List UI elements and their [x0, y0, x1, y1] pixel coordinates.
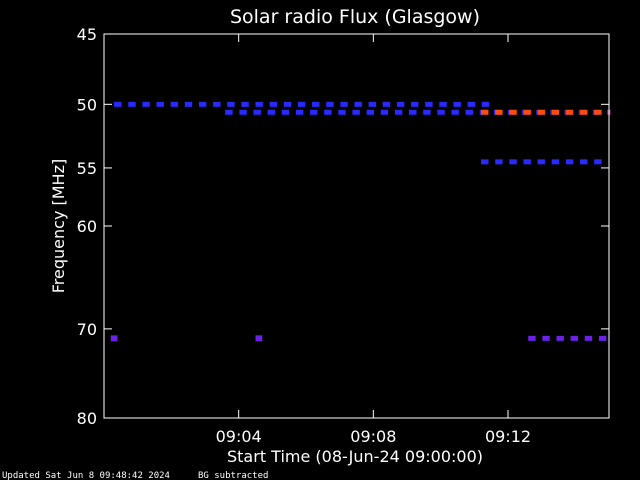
feature-segment-0-9: [241, 101, 249, 107]
feature-segment-0-24: [453, 101, 461, 107]
feature-segment-1-1: [239, 109, 247, 115]
feature-segment-6-1: [542, 335, 550, 341]
feature-segment-1-9: [352, 109, 360, 115]
feature-segment-2-6: [565, 109, 574, 115]
feature-segment-3-1: [495, 159, 503, 165]
chart-title: Solar radio Flux (Glasgow): [230, 6, 480, 28]
spectrogram-features: [110, 101, 611, 342]
y-tick-label-2: 55: [77, 159, 97, 178]
feature-segment-2-2: [509, 109, 517, 115]
feature-segment-1-14: [423, 109, 431, 115]
y-tick-label-1: 50: [77, 95, 97, 114]
feature-band-4: [110, 335, 118, 342]
x-axis-label: Start Time (08-Jun-24 09:00:00): [227, 447, 483, 466]
feature-segment-0-18: [368, 101, 377, 107]
feature-segment-0-19: [382, 101, 391, 107]
feature-segment-0-6: [198, 101, 207, 107]
feature-segment-0-1: [128, 101, 136, 107]
feature-segment-0-22: [425, 101, 433, 107]
feature-segment-0-23: [439, 101, 447, 107]
feature-segment-2-8: [594, 109, 602, 115]
feature-segment-5-0: [255, 335, 263, 342]
bg-subtracted-note: BG subtracted: [198, 471, 268, 480]
feature-band-3: [481, 159, 602, 165]
feature-segment-0-17: [354, 101, 362, 107]
feature-segment-0-20: [396, 101, 405, 107]
updated-timestamp: Updated Sat Jun 8 09:48:42 2024: [2, 471, 170, 480]
feature-segment-0-21: [411, 101, 419, 107]
feature-segment-2-4: [537, 109, 546, 115]
feature-segment-0-0: [114, 101, 122, 107]
feature-segment-0-12: [283, 101, 292, 107]
x-tick-label-2: 09:12: [485, 427, 531, 446]
feature-segment-0-2: [142, 101, 150, 107]
x-axis: 09:04 09:08 09:12: [216, 34, 531, 446]
x-tick-label-0: 09:04: [216, 427, 262, 446]
feature-band-0: [114, 101, 490, 107]
x-tick-label-1: 09:08: [350, 427, 396, 446]
feature-segment-4-0: [110, 335, 118, 342]
feature-segment-1-15: [437, 109, 445, 115]
y-axis-label: Frequency [MHz]: [49, 159, 68, 293]
feature-segment-6-4: [584, 335, 593, 341]
feature-segment-2-5: [551, 109, 560, 115]
feature-segment-0-11: [269, 101, 278, 107]
feature-segment-1-6: [310, 109, 318, 115]
feature-segment-0-13: [297, 101, 306, 107]
feature-segment-0-7: [213, 101, 221, 107]
y-axis: 45 50 55 60 70 80: [77, 25, 609, 428]
feature-segment-1-16: [451, 109, 459, 115]
feature-segment-3-4: [537, 159, 546, 165]
feature-segment-2-3: [523, 109, 531, 115]
feature-band-5: [255, 335, 263, 342]
feature-segment-2-0: [481, 109, 489, 115]
feature-segment-0-3: [156, 101, 164, 107]
feature-segment-1-5: [295, 109, 304, 115]
feature-segment-3-2: [509, 159, 517, 165]
feature-band-6: [528, 335, 607, 341]
feature-segment-0-16: [340, 101, 348, 107]
feature-segment-3-7: [580, 159, 588, 165]
feature-segment-1-7: [324, 109, 332, 115]
feature-segment-1-11: [380, 109, 389, 115]
feature-segment-1-3: [267, 109, 276, 115]
y-tick-label-4: 70: [77, 320, 97, 339]
feature-segment-3-0: [481, 159, 489, 165]
feature-segment-0-26: [481, 101, 490, 107]
feature-segment-1-27: [606, 109, 609, 115]
feature-segment-0-15: [326, 101, 334, 107]
y-tick-label-3: 60: [77, 217, 97, 236]
feature-segment-0-14: [312, 101, 320, 107]
feature-segment-0-4: [170, 101, 179, 107]
feature-segment-1-10: [366, 109, 375, 115]
y-tick-label-0: 45: [77, 25, 97, 44]
y-tick-label-5: 80: [77, 409, 97, 428]
feature-segment-0-25: [467, 101, 476, 107]
feature-segment-6-5: [598, 335, 607, 341]
feature-segment-3-5: [551, 159, 560, 165]
feature-segment-1-13: [409, 109, 417, 115]
feature-segment-2-7: [580, 109, 588, 115]
feature-segment-1-17: [465, 109, 473, 115]
feature-segment-3-8: [594, 159, 602, 165]
feature-segment-6-3: [570, 335, 579, 341]
feature-segment-6-2: [556, 335, 564, 341]
feature-segment-2-1: [495, 109, 503, 115]
feature-segment-1-2: [253, 109, 261, 115]
feature-segment-3-6: [565, 159, 574, 165]
feature-segment-0-8: [227, 101, 235, 107]
feature-segment-3-3: [523, 159, 531, 165]
feature-segment-0-10: [255, 101, 263, 107]
feature-segment-1-8: [338, 109, 346, 115]
feature-segment-6-0: [528, 335, 536, 341]
feature-segment-1-0: [225, 109, 233, 115]
feature-segment-1-12: [394, 109, 403, 115]
feature-segment-0-5: [184, 101, 193, 107]
feature-segment-1-4: [281, 109, 290, 115]
